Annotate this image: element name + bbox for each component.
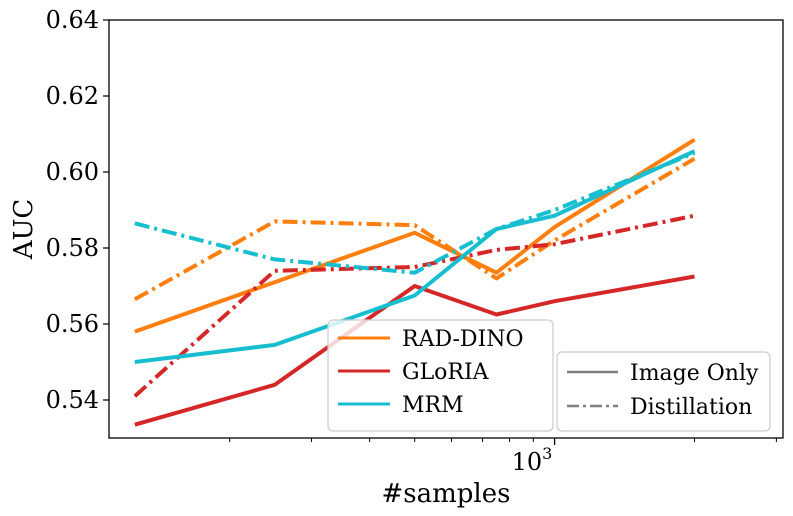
y-tick-label: 0.64 xyxy=(46,6,99,34)
plot-frame xyxy=(108,19,784,439)
series-line-mrm-distillation xyxy=(134,151,696,275)
y-axis-ticks: 0.54 0.56 0.58 0.60 0.62 0.64 xyxy=(46,6,109,414)
legend-label-mrm: MRM xyxy=(402,393,464,418)
legend-label-gloria: GLoRIA xyxy=(402,360,490,385)
y-tick-label: 0.60 xyxy=(46,158,99,186)
series-layer xyxy=(133,138,696,427)
series-line-rad-dino-distillation xyxy=(133,156,696,302)
y-tick-label: 0.54 xyxy=(46,386,99,414)
x-tick-label-1000: 103 xyxy=(512,444,553,476)
legend-label-distillation: Distillation xyxy=(630,395,752,420)
series-line-mrm-image-only xyxy=(134,149,696,364)
legend-label-image-only: Image Only xyxy=(630,361,759,386)
y-tick-label: 0.56 xyxy=(46,310,99,338)
series-line-gloria-distillation xyxy=(133,213,695,398)
legend-models: RAD-DINO GLoRIA MRM xyxy=(327,319,554,432)
x-axis-title: #samples xyxy=(382,479,511,509)
legend-styles: Image Only Distillation xyxy=(556,351,771,432)
x-tick-exponent: 3 xyxy=(542,444,552,463)
y-tick-label: 0.62 xyxy=(46,82,99,110)
legend-label-rad-dino: RAD-DINO xyxy=(402,327,524,352)
x-tick-base: 10 xyxy=(512,448,543,476)
y-tick-label: 0.58 xyxy=(46,234,99,262)
x-axis-ticks xyxy=(229,438,777,445)
series-line-gloria-image-only xyxy=(134,274,695,427)
y-axis-title: AUC xyxy=(9,199,39,261)
